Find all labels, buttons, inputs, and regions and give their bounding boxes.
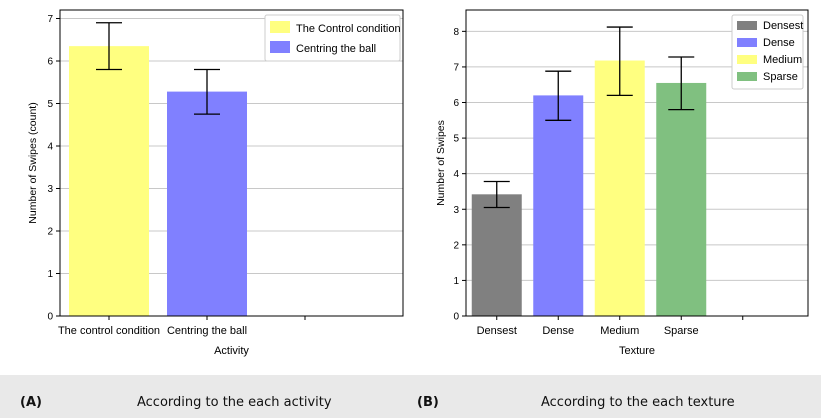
chart-b-ylabel: Number of Swipes: [435, 120, 447, 206]
caption-a-text: According to the each activity: [137, 395, 332, 410]
chart-b-ytick-label: 1: [453, 276, 459, 287]
chart-b-xtick-label: Dense: [542, 325, 574, 337]
chart-b-xtick-label: Medium: [600, 325, 639, 337]
chart-b-legend-label-0: Densest: [763, 20, 803, 32]
chart-a-bar-0: [69, 46, 149, 316]
chart-b-bar-3: [656, 82, 707, 316]
chart-b-xtick-label: Sparse: [664, 325, 699, 337]
chart-b-ytick-label: 6: [453, 98, 459, 109]
chart-b-frame: [465, 9, 809, 317]
chart-b-legend-label-2: Medium: [763, 54, 802, 66]
chart-b-ytick-label: 2: [453, 240, 459, 251]
chart-a-legend-label-0: The Control condition: [296, 23, 401, 35]
chart-a-ytick-label: 6: [47, 57, 53, 68]
chart-a-ytick-label: 4: [47, 142, 53, 153]
caption-a-label: (A): [20, 395, 42, 410]
charts-canvas: 0 1 2 3 4 5 6 7 The control condition Centring th…: [27, 9, 809, 357]
chart-b-ytick-label: 8: [453, 27, 459, 38]
chart-b-bar-2: [594, 60, 645, 317]
chart-b-legend-swatch-3: [737, 72, 757, 81]
caption-b-text: According to the each texture: [541, 395, 735, 410]
chart-b-ytick-label: 3: [453, 205, 459, 216]
chart-b-bar-0: [471, 194, 522, 316]
chart-b-bar-1: [533, 95, 584, 316]
chart-b-legend-swatch-1: [737, 38, 757, 47]
chart-a-legend-label-1: Centring the ball: [296, 43, 376, 55]
chart-b-legend-label-1: Dense: [763, 37, 795, 49]
chart-a-bar-1: [167, 91, 247, 316]
chart-b-legend-label-3: Sparse: [763, 71, 798, 83]
chart-b-legend: [731, 14, 804, 90]
chart-a-ylabel: Number of Swipes (count): [27, 102, 39, 223]
chart-a-xtick-label: Centring the ball: [167, 325, 247, 337]
chart-a-xlabel: Activity: [214, 345, 249, 357]
chart-b-ytick-label: 5: [453, 134, 459, 145]
chart-a-legend-swatch-0: [270, 21, 290, 33]
chart-a-ytick-label: 3: [47, 184, 53, 195]
caption-b-label: (B): [417, 395, 439, 410]
caption-bar: (A) According to the each activity (B) A…: [0, 375, 821, 418]
chart-a-xtick-label: The control condition: [58, 325, 160, 337]
chart-b-ytick-label: 7: [453, 62, 459, 73]
chart-a-legend-swatch-1: [270, 41, 290, 53]
chart-a-legend: [264, 14, 401, 62]
chart-a-ytick-label: 5: [47, 99, 53, 110]
chart-a-ytick-label: 7: [47, 14, 53, 25]
chart-b-legend-swatch-0: [737, 21, 757, 30]
chart-a-frame: [59, 9, 404, 317]
chart-a-ytick-label: 1: [47, 269, 53, 280]
chart-b-ytick-label: 4: [453, 169, 459, 180]
chart-a-ytick-label: 0: [47, 312, 53, 323]
chart-a-ytick-label: 2: [47, 227, 53, 238]
chart-b-xtick-label: Densest: [477, 325, 517, 337]
chart-b-xlabel: Texture: [619, 345, 655, 357]
chart-b-legend-swatch-2: [737, 55, 757, 64]
chart-b-ytick-label: 0: [453, 312, 459, 323]
